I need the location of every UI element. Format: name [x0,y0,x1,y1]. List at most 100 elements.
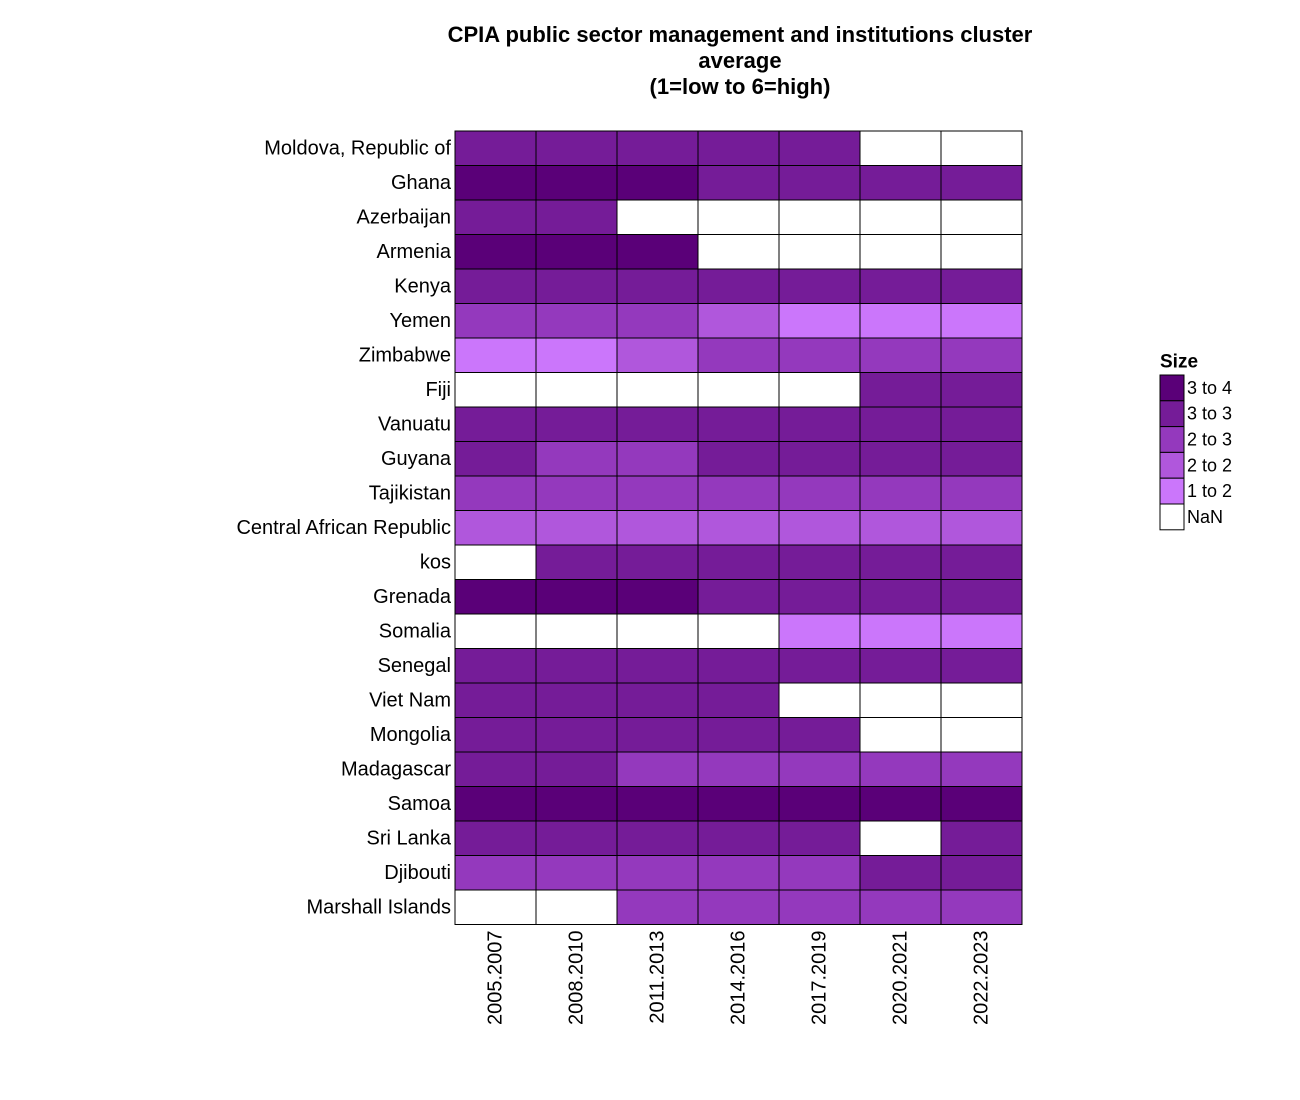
row-label: Kenya [394,275,452,297]
legend-title: Size [1160,352,1198,373]
heatmap-cell [535,303,618,339]
heatmap-cell [454,579,537,615]
row-label: Grenada [373,586,452,608]
column-label: 2020.2021 [890,931,912,1026]
heatmap-cell [616,268,699,304]
heatmap-cell [454,820,537,856]
legend-swatch [1159,426,1185,453]
heatmap-cell [616,820,699,856]
column-label: 2005.2007 [485,931,507,1026]
chart-title-line-2: average [698,48,782,73]
heatmap-cell [454,303,537,339]
heatmap-cell [697,475,780,511]
heatmap-cell [454,372,537,408]
heatmap-cell [940,268,1023,304]
heatmap-cell [697,544,780,580]
heatmap-cell [859,648,942,684]
heatmap-cell [940,199,1023,235]
heatmap-cell [940,889,1023,925]
heatmap-cell [454,510,537,546]
heatmap-cell [859,682,942,718]
heatmap-cell [616,441,699,477]
heatmap-cell [454,475,537,511]
heatmap-cell [616,751,699,787]
heatmap-cell [535,268,618,304]
column-labels: 2005.2007 2008.2010 2011.2013 2014.2016 2017… [485,931,993,1026]
heatmap-cell [454,855,537,891]
heatmap-cell [940,372,1023,408]
heatmap-cell [778,475,861,511]
heatmap-cell [859,544,942,580]
heatmap-cell [454,234,537,270]
heatmap-cell [535,441,618,477]
heatmap-cell [940,751,1023,787]
chart-title-line-3: (1=low to 6=high) [649,74,831,99]
heatmap-cell [940,510,1023,546]
heatmap-cell [859,579,942,615]
row-label: Fiji [425,379,451,401]
column-label: 2008.2010 [566,931,588,1026]
heatmap-cell [535,682,618,718]
heatmap-cell [778,165,861,201]
heatmap-cell [697,303,780,339]
heatmap-cell [940,648,1023,684]
heatmap-cell [940,303,1023,339]
heatmap-cell [697,613,780,649]
row-labels: Moldova, Republic of Ghana Azerbaijan Armen… [236,137,451,918]
heatmap-cells [454,130,1023,925]
heatmap-cell [859,199,942,235]
heatmap-cell [859,441,942,477]
heatmap-cell [535,579,618,615]
heatmap-cell [697,579,780,615]
heatmap-cell [535,613,618,649]
heatmap-cell [697,786,780,822]
heatmap-cell [454,682,537,718]
heatmap-cell [535,510,618,546]
heatmap-cell [697,855,780,891]
heatmap-cell [778,199,861,235]
heatmap-cell [616,165,699,201]
heatmap-cell [535,199,618,235]
heatmap-cell [454,268,537,304]
heatmap-cell [454,199,537,235]
heatmap-cell [940,717,1023,753]
heatmap-cell [859,406,942,442]
row-label: Sri Lanka [367,827,452,849]
legend-swatch [1159,374,1185,402]
heatmap-cell [697,717,780,753]
heatmap-cell [454,717,537,753]
heatmap-cell [535,786,618,822]
row-label: Moldova, Republic of [264,137,451,159]
heatmap-cell [697,165,780,201]
legend-label: 3 to 4 [1187,378,1232,398]
legend-swatch [1159,451,1185,479]
heatmap-cell [778,130,861,166]
heatmap-cell [940,165,1023,201]
heatmap-cell [778,682,861,718]
heatmap-cell [859,820,942,856]
heatmap-cell [697,337,780,373]
heatmap-cell [859,268,942,304]
heatmap-cell [859,372,942,408]
heatmap-cell [697,682,780,718]
legend: Size 3 to 4 3 to 3 2 to 3 2 to 2 1 to 2 NaN [1159,352,1232,531]
heatmap-cell [697,820,780,856]
chart-title: CPIA public sector management and instit… [420,22,1060,100]
heatmap-cell [535,820,618,856]
heatmap-cell [697,234,780,270]
heatmap-cell [616,234,699,270]
heatmap-cell [940,613,1023,649]
heatmap-cell [697,648,780,684]
row-label: Vanuatu [378,413,451,435]
heatmap-cell [778,613,861,649]
heatmap-cell [778,751,861,787]
heatmap-cell [616,579,699,615]
column-label: 2017.2019 [809,931,831,1026]
row-label: kos [420,551,451,573]
heatmap-cell [454,889,537,925]
heatmap-cell [616,130,699,166]
heatmap-cell [778,820,861,856]
row-label: Samoa [388,793,452,815]
heatmap-cell [535,544,618,580]
heatmap-cell [454,544,537,580]
